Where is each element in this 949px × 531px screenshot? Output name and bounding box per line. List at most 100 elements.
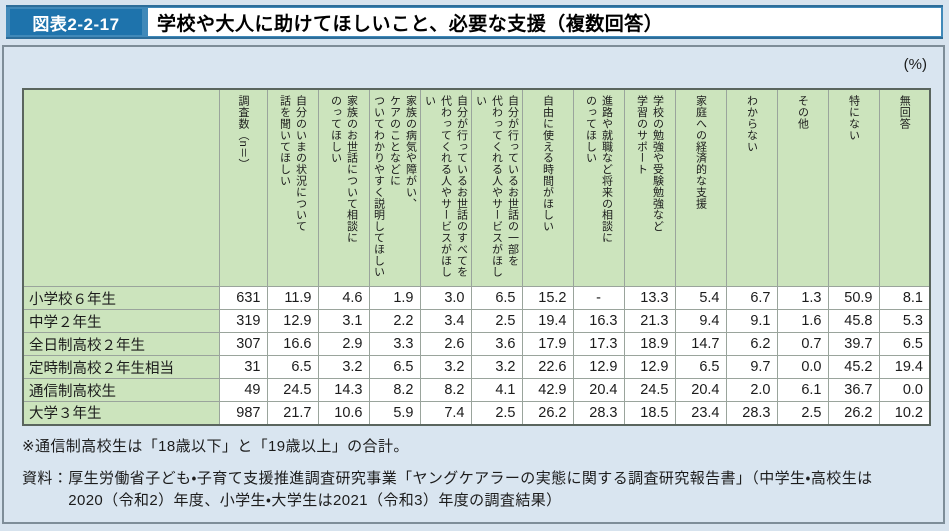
data-cell: - [572,286,625,310]
data-cell: 6.5 [470,286,523,310]
column-header: 家庭への経済的な支援 [674,88,727,287]
column-header: 自由に使える時間がほしい [521,88,574,287]
data-cell: 6.2 [725,332,778,356]
column-header-text: 自分のいまの状況について 話を聞いてほしい [278,95,307,232]
data-cell: 3.4 [419,309,472,333]
figure-title: 学校や大人に助けてほしいこと、必要な支援（複数回答） [148,8,941,36]
data-cell: 0.7 [776,332,829,356]
footnote: ※通信制高校生は「18歳以下」と「19歳以上」の合計。 [22,438,409,455]
data-cell: 7.4 [419,401,472,425]
data-cell: 987 [218,401,268,425]
data-cell: 39.7 [827,332,880,356]
column-header: 調査数（n＝） [218,88,268,287]
data-cell: 18.9 [623,332,676,356]
data-cell: 6.5 [266,355,319,379]
data-cell: 1.9 [368,286,421,310]
data-cell: 45.8 [827,309,880,333]
column-header-text: 家族の病気や障がい、 ケアのことなどに ついてわかりやすく説明してほしい [372,95,417,278]
column-header: その他 [776,88,829,287]
data-cell: 21.7 [266,401,319,425]
row-label: 通信制高校生 [22,378,220,402]
data-cell: 2.6 [419,332,472,356]
column-header: 自分が行っているお世話の一部を 代わってくれる人やサービスがほしい [470,88,523,287]
column-header-text: 家庭への経済的な支援 [694,95,707,209]
data-cell: 2.5 [470,309,523,333]
data-cell: 5.3 [878,309,931,333]
data-cell: 4.1 [470,378,523,402]
data-cell: 16.3 [572,309,625,333]
data-cell: 319 [218,309,268,333]
data-cell: 6.5 [674,355,727,379]
data-cell: 5.9 [368,401,421,425]
data-cell: 16.6 [266,332,319,356]
unit-label: (%) [903,56,927,73]
data-cell: 10.2 [878,401,931,425]
data-cell: 3.2 [317,355,370,379]
data-cell: 8.2 [368,378,421,402]
column-header-text: 自分が行っているお世話の一部を 代わってくれる人やサービスがほしい [474,95,519,278]
data-cell: 26.2 [827,401,880,425]
data-cell: 2.5 [776,401,829,425]
column-header: 家族のお世話について相談に のってほしい [317,88,370,287]
table-row: 通信制高校生 49 24.5 14.3 8.2 8.2 4.1 42.9 20.4 24.5 20.… [22,378,931,402]
column-header: 自分が行っているお世話のすべてを 代わってくれる人やサービスがほしい [419,88,472,287]
data-cell: 9.4 [674,309,727,333]
column-header-text: その他 [796,95,809,130]
data-cell: 6.1 [776,378,829,402]
header-row: 調査数（n＝） 自分のいまの状況について 話を聞いてほしい 家族のお世話について相談… [22,88,931,287]
row-label: 全日制高校２年生 [22,332,220,356]
data-cell: 26.2 [521,401,574,425]
column-header: わからない [725,88,778,287]
data-cell: 6.5 [878,332,931,356]
figure-panel: (%) 調査数（n＝） 自分のいまの状況について 話を聞いてほしい 家族のお世話につ… [2,45,945,524]
data-cell: 11.9 [266,286,319,310]
data-cell: 28.3 [572,401,625,425]
table-header: 調査数（n＝） 自分のいまの状況について 話を聞いてほしい 家族のお世話について相談… [22,88,931,287]
data-cell: 31 [218,355,268,379]
data-cell: 2.5 [470,401,523,425]
figure-title-bar: 図表2-2-17 学校や大人に助けてほしいこと、必要な支援（複数回答） [6,5,943,39]
data-cell: 631 [218,286,268,310]
data-cell: 24.5 [623,378,676,402]
column-header: 自分のいまの状況について 話を聞いてほしい [266,88,319,287]
data-cell: 3.3 [368,332,421,356]
column-header-text: 自由に使える時間がほしい [541,95,554,232]
table-row: 定時制高校２年生相当 31 6.5 3.2 6.5 3.2 3.2 22.6 12.9 12.9 6… [22,355,931,379]
column-header-text: 無回答 [898,95,911,130]
data-cell: 4.6 [317,286,370,310]
data-cell: 17.9 [521,332,574,356]
row-label: 中学２年生 [22,309,220,333]
data-cell: 12.9 [572,355,625,379]
column-header-text: 学校の勉強や受験勉強など 学習のサポート [635,95,664,232]
data-cell: 1.3 [776,286,829,310]
table-row: 大学３年生 987 21.7 10.6 5.9 7.4 2.5 26.2 28.3 18.5 23.… [22,401,931,425]
survey-data-table: 調査数（n＝） 自分のいまの状況について 話を聞いてほしい 家族のお世話について相談… [22,88,931,426]
data-cell: 22.6 [521,355,574,379]
data-cell: 42.9 [521,378,574,402]
data-cell: 12.9 [266,309,319,333]
data-cell: 45.2 [827,355,880,379]
data-cell: 20.4 [572,378,625,402]
data-cell: 8.1 [878,286,931,310]
data-cell: 13.3 [623,286,676,310]
table-row: 小学校６年生 631 11.9 4.6 1.9 3.0 6.5 15.2-13.3 5.4 6.7… [22,286,931,310]
data-cell: 19.4 [521,309,574,333]
row-label: 小学校６年生 [22,286,220,310]
data-cell: 3.2 [419,355,472,379]
column-header-text: 家族のお世話について相談に のってほしい [329,95,358,244]
column-header-text: 特にない [847,95,860,141]
column-header: 進路や就職など将来の相談に のってほしい [572,88,625,287]
data-cell: 9.1 [725,309,778,333]
data-cell: 1.6 [776,309,829,333]
data-cell: 6.7 [725,286,778,310]
row-label: 大学３年生 [22,401,220,425]
data-cell: 19.4 [878,355,931,379]
data-cell: 0.0 [878,378,931,402]
data-cell: 17.3 [572,332,625,356]
table-row: 中学２年生 319 12.9 3.1 2.2 3.4 2.5 19.4 16.3 21.3 9.4 9… [22,309,931,333]
data-cell: 0.0 [776,355,829,379]
column-header: 家族の病気や障がい、 ケアのことなどに ついてわかりやすく説明してほしい [368,88,421,287]
column-header: 学校の勉強や受験勉強など 学習のサポート [623,88,676,287]
column-header-text: 自分が行っているお世話のすべてを 代わってくれる人やサービスがほしい [423,95,468,278]
data-cell: 3.2 [470,355,523,379]
